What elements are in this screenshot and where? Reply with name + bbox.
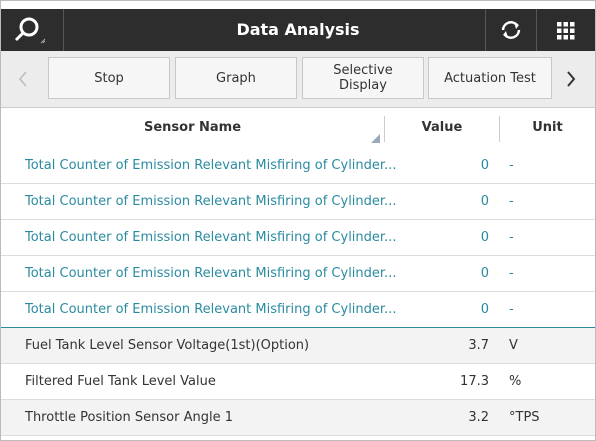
sensor-value: 0 bbox=[480, 158, 489, 173]
next-arrow[interactable] bbox=[563, 69, 579, 89]
table-row[interactable]: Throttle Position Sensor Angle 1 3.2 °TPS bbox=[1, 400, 595, 436]
table-row[interactable]: Total Counter of Emission Relevant Misfi… bbox=[1, 148, 595, 184]
sensor-name: Total Counter of Emission Relevant Misfi… bbox=[25, 302, 397, 317]
top-bar: Data Analysis bbox=[1, 9, 595, 51]
sensor-unit: - bbox=[509, 158, 514, 173]
grid-icon bbox=[557, 22, 575, 40]
column-divider bbox=[499, 116, 500, 142]
sensor-value: 17.3 bbox=[460, 374, 489, 389]
toolbar-button[interactable]: Selective Display bbox=[302, 57, 424, 99]
table-row[interactable]: Filtered Fuel Tank Level Value 17.3% bbox=[1, 364, 595, 400]
table-row[interactable]: Total Counter of Emission Relevant Misfi… bbox=[1, 184, 595, 220]
table-row[interactable]: Total Counter of Emission Relevant Misfi… bbox=[1, 292, 595, 328]
column-header: Unit bbox=[532, 120, 563, 135]
sensor-unit: - bbox=[509, 194, 514, 209]
search-icon bbox=[14, 17, 46, 44]
sort-icon bbox=[371, 134, 380, 143]
menu-button[interactable] bbox=[536, 9, 595, 51]
toolbar: Stop Graph Selective Display Actuation Test bbox=[1, 51, 595, 108]
sensor-unit: - bbox=[509, 266, 514, 281]
sensor-name: Total Counter of Emission Relevant Misfi… bbox=[25, 266, 397, 281]
prev-arrow[interactable] bbox=[15, 69, 31, 89]
toolbar-button[interactable]: Actuation Test bbox=[428, 57, 552, 99]
column-divider bbox=[384, 116, 385, 142]
sensor-value: 0 bbox=[480, 302, 489, 317]
table-row[interactable]: Fuel Tank Level Sensor Voltage(1st)(Opti… bbox=[1, 328, 595, 364]
sensor-name: Total Counter of Emission Relevant Misfi… bbox=[25, 158, 397, 173]
refresh-button[interactable] bbox=[485, 9, 537, 51]
sensor-name: Fuel Tank Level Sensor Voltage(1st)(Opti… bbox=[25, 338, 310, 353]
search-button[interactable] bbox=[1, 9, 64, 51]
sensor-name: Filtered Fuel Tank Level Value bbox=[25, 374, 216, 389]
refresh-icon bbox=[501, 21, 521, 39]
toolbar-button[interactable]: Stop bbox=[48, 57, 170, 99]
column-header[interactable]: Sensor Name bbox=[143, 120, 242, 135]
sensor-name: Total Counter of Emission Relevant Misfi… bbox=[25, 194, 397, 209]
sensor-unit: V bbox=[509, 338, 518, 353]
table-header: Sensor Name Value Unit bbox=[1, 108, 595, 149]
sensor-unit: % bbox=[509, 374, 522, 389]
sensor-value: 0 bbox=[480, 266, 489, 281]
sensor-value: 0 bbox=[480, 230, 489, 245]
sensor-name: Total Counter of Emission Relevant Misfi… bbox=[25, 230, 397, 245]
sensor-value: 3.7 bbox=[468, 338, 489, 353]
column-header: Value bbox=[421, 120, 463, 135]
table-row[interactable]: Total Counter of Emission Relevant Misfi… bbox=[1, 256, 595, 292]
title: Data Analysis bbox=[236, 20, 360, 39]
sensor-name: Throttle Position Sensor Angle 1 bbox=[25, 410, 233, 425]
sensor-unit: - bbox=[509, 302, 514, 317]
sensor-value: 3.2 bbox=[468, 410, 489, 425]
toolbar-button[interactable]: Graph bbox=[175, 57, 297, 99]
table-row[interactable]: Total Counter of Emission Relevant Misfi… bbox=[1, 220, 595, 256]
sensor-value: 0 bbox=[480, 194, 489, 209]
sensor-unit: - bbox=[509, 230, 514, 245]
sensor-unit: °TPS bbox=[509, 410, 540, 425]
